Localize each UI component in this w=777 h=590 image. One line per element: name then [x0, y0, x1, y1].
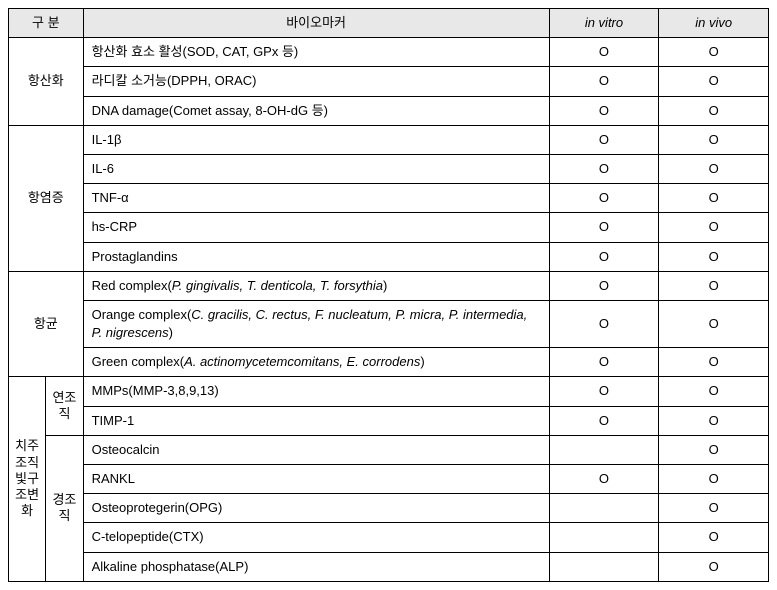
biomarker-cell: MMPs(MMP-3,8,9,13) — [83, 377, 549, 406]
table-row: Osteoprotegerin(OPG) O — [9, 494, 769, 523]
table-row: Prostaglandins O O — [9, 242, 769, 271]
invivo-cell: O — [659, 271, 769, 300]
biomarker-cell: 항산화 효소 활성(SOD, CAT, GPx 등) — [83, 38, 549, 67]
invitro-cell: O — [549, 465, 659, 494]
invivo-cell: O — [659, 242, 769, 271]
invivo-cell: O — [659, 213, 769, 242]
bio-post: ) — [383, 278, 387, 293]
biomarker-cell: IL-1β — [83, 125, 549, 154]
biomarker-cell: Osteoprotegerin(OPG) — [83, 494, 549, 523]
biomarker-cell: Orange complex(C. gracilis, C. rectus, F… — [83, 300, 549, 347]
biomarker-cell: Osteocalcin — [83, 435, 549, 464]
invitro-cell: O — [549, 67, 659, 96]
invitro-cell: O — [549, 406, 659, 435]
subcategory-soft-tissue: 연조직 — [46, 377, 83, 435]
invitro-cell — [549, 494, 659, 523]
invitro-cell: O — [549, 242, 659, 271]
invivo-cell: O — [659, 377, 769, 406]
bio-post: ) — [420, 354, 424, 369]
biomarker-cell: RANKL — [83, 465, 549, 494]
table-row: 라디칼 소거능(DPPH, ORAC) O O — [9, 67, 769, 96]
invitro-cell — [549, 552, 659, 581]
table-row: TIMP-1 O O — [9, 406, 769, 435]
invivo-cell: O — [659, 465, 769, 494]
table-row: 항균 Red complex(P. gingivalis, T. dentico… — [9, 271, 769, 300]
invivo-cell: O — [659, 348, 769, 377]
invitro-cell: O — [549, 377, 659, 406]
biomarker-cell: hs-CRP — [83, 213, 549, 242]
bio-pre: Green complex( — [92, 354, 184, 369]
category-antioxidant: 항산화 — [9, 38, 84, 126]
table-row: hs-CRP O O — [9, 213, 769, 242]
invitro-cell — [549, 435, 659, 464]
table-row: 항염증 IL-1β O O — [9, 125, 769, 154]
invitro-cell: O — [549, 271, 659, 300]
table-row: Alkaline phosphatase(ALP) O — [9, 552, 769, 581]
invitro-cell: O — [549, 38, 659, 67]
invivo-cell: O — [659, 435, 769, 464]
table-header-row: 구 분 바이오마커 in vitro in vivo — [9, 9, 769, 38]
biomarker-cell: 라디칼 소거능(DPPH, ORAC) — [83, 67, 549, 96]
biomarker-cell: Green complex(A. actinomycetemcomitans, … — [83, 348, 549, 377]
biomarker-cell: DNA damage(Comet assay, 8-OH-dG 등) — [83, 96, 549, 125]
header-biomarker: 바이오마커 — [83, 9, 549, 38]
category-antiinflam: 항염증 — [9, 125, 84, 271]
header-invitro: in vitro — [549, 9, 659, 38]
bio-italic: A. actinomycetemcomitans, E. corrodens — [184, 354, 420, 369]
biomarker-cell: C-telopeptide(CTX) — [83, 523, 549, 552]
invivo-cell: O — [659, 125, 769, 154]
biomarker-cell: Red complex(P. gingivalis, T. denticola,… — [83, 271, 549, 300]
table-row: 경조직 Osteocalcin O — [9, 435, 769, 464]
invivo-cell: O — [659, 38, 769, 67]
table-row: Orange complex(C. gracilis, C. rectus, F… — [9, 300, 769, 347]
table-row: 항산화 항산화 효소 활성(SOD, CAT, GPx 등) O O — [9, 38, 769, 67]
category-antibact: 항균 — [9, 271, 84, 377]
bio-italic: P. gingivalis, T. denticola, T. forsythi… — [172, 278, 383, 293]
invitro-cell: O — [549, 96, 659, 125]
table-row: Green complex(A. actinomycetemcomitans, … — [9, 348, 769, 377]
table-row: RANKL O O — [9, 465, 769, 494]
biomarker-cell: IL-6 — [83, 154, 549, 183]
invitro-cell: O — [549, 125, 659, 154]
category-periodontal: 치주조직빛구조변화 — [9, 377, 46, 581]
table-row: C-telopeptide(CTX) O — [9, 523, 769, 552]
header-category: 구 분 — [9, 9, 84, 38]
subcategory-hard-tissue: 경조직 — [46, 435, 83, 581]
table-row: 치주조직빛구조변화 연조직 MMPs(MMP-3,8,9,13) O O — [9, 377, 769, 406]
invivo-cell: O — [659, 300, 769, 347]
invitro-cell — [549, 523, 659, 552]
invitro-cell: O — [549, 184, 659, 213]
invivo-cell: O — [659, 96, 769, 125]
invitro-cell: O — [549, 348, 659, 377]
table-row: IL-6 O O — [9, 154, 769, 183]
invitro-cell: O — [549, 300, 659, 347]
invitro-cell: O — [549, 213, 659, 242]
invivo-cell: O — [659, 406, 769, 435]
invivo-cell: O — [659, 154, 769, 183]
biomarker-cell: Prostaglandins — [83, 242, 549, 271]
bio-pre: Orange complex( — [92, 307, 192, 322]
biomarker-cell: TIMP-1 — [83, 406, 549, 435]
table-row: DNA damage(Comet assay, 8-OH-dG 등) O O — [9, 96, 769, 125]
biomarker-cell: TNF-α — [83, 184, 549, 213]
biomarker-table: 구 분 바이오마커 in vitro in vivo 항산화 항산화 효소 활성… — [8, 8, 769, 582]
bio-post: ) — [169, 325, 173, 340]
invitro-cell: O — [549, 154, 659, 183]
bio-pre: Red complex( — [92, 278, 172, 293]
invivo-cell: O — [659, 184, 769, 213]
biomarker-cell: Alkaline phosphatase(ALP) — [83, 552, 549, 581]
table-row: TNF-α O O — [9, 184, 769, 213]
invivo-cell: O — [659, 67, 769, 96]
invivo-cell: O — [659, 552, 769, 581]
invivo-cell: O — [659, 494, 769, 523]
header-invivo: in vivo — [659, 9, 769, 38]
invivo-cell: O — [659, 523, 769, 552]
